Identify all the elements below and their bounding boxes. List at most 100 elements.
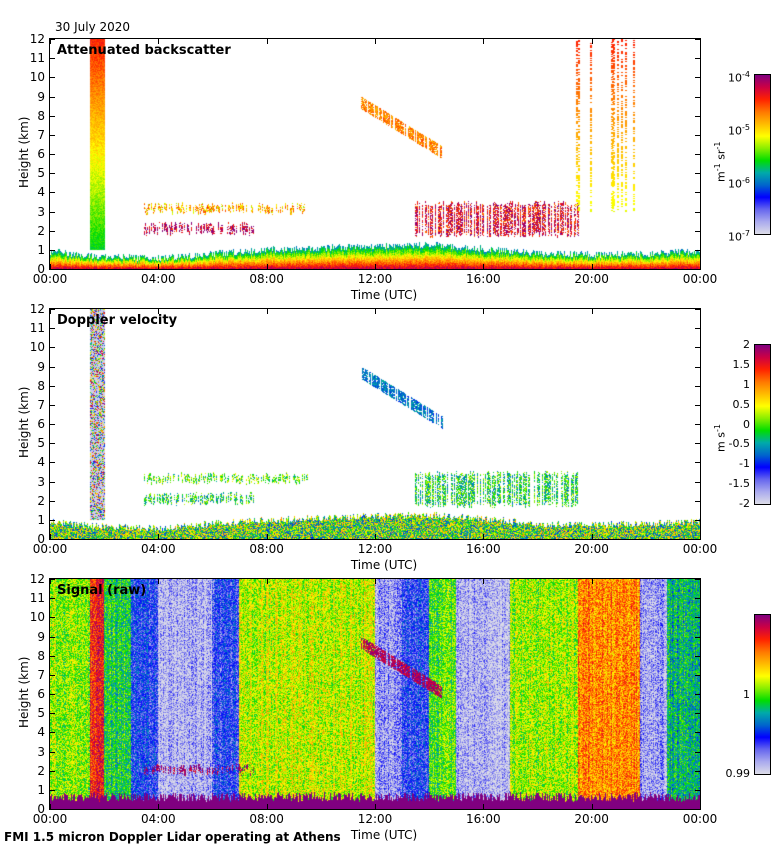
y-tick-label: 5: [37, 166, 45, 181]
y-tick-mark: [695, 230, 700, 232]
y-tick-mark: [50, 809, 55, 810]
y-tick-mark: [695, 154, 700, 155]
x-tick-mark: [483, 579, 485, 584]
y-tick-mark: [50, 519, 55, 521]
x-tick-mark: [483, 309, 485, 314]
colorbar-tick-label: -0.5: [728, 437, 750, 451]
y-tick-mark: [50, 404, 55, 406]
instrument-caption: FMI 1.5 micron Doppler Lidar operating a…: [4, 830, 341, 844]
y-tick-mark: [695, 385, 700, 387]
panel-title: Attenuated backscatter: [57, 43, 231, 58]
y-tick-mark: [50, 751, 55, 753]
x-tick-mark: [266, 309, 268, 314]
y-tick-label: 8: [37, 378, 45, 393]
x-tick-mark: [375, 39, 376, 44]
y-tick-mark: [695, 598, 700, 600]
y-tick-mark: [50, 309, 55, 310]
y-tick-label: 12: [29, 302, 45, 316]
y-tick-mark: [695, 366, 700, 368]
x-tick-label: 04:00: [141, 542, 176, 556]
colorbar-tick-label: -1: [739, 457, 750, 471]
y-tick-label: 3: [37, 204, 45, 219]
y-tick-mark: [695, 328, 700, 330]
signal-raw-heatmap: [50, 579, 700, 809]
x-tick-label: 20:00: [574, 812, 609, 826]
y-tick-mark: [50, 789, 55, 791]
y-tick-label: 3: [37, 474, 45, 489]
colorbar-tick-label: 10-7: [728, 229, 750, 244]
x-tick-label: 00:00: [682, 272, 718, 286]
y-tick-mark: [50, 500, 55, 502]
colorbar-tick-label: 1: [743, 687, 750, 701]
panel-title: Doppler velocity: [57, 313, 178, 328]
colorbar-tick-label: 0: [743, 417, 750, 431]
y-tick-mark: [50, 347, 55, 349]
backscatter-colorbar: [754, 74, 771, 235]
y-tick-mark: [50, 579, 55, 580]
y-tick-mark: [695, 655, 700, 657]
y-tick-label: 7: [37, 397, 45, 412]
y-tick-label: 2: [37, 763, 45, 778]
y-tick-mark: [50, 58, 55, 60]
x-tick-mark: [483, 534, 485, 539]
y-tick-mark: [695, 636, 700, 638]
x-tick-mark: [700, 309, 701, 314]
x-tick-mark: [591, 264, 593, 269]
x-tick-mark: [50, 264, 51, 269]
x-tick-mark: [700, 579, 701, 584]
y-tick-mark: [695, 424, 700, 425]
x-tick-label: 00:00: [682, 542, 718, 556]
colorbar-unit-label: m-1 sr-1: [713, 141, 728, 182]
y-tick-mark: [50, 655, 55, 657]
y-tick-label: 6: [37, 687, 45, 701]
y-tick-mark: [695, 115, 700, 117]
y-tick-mark: [695, 500, 700, 502]
x-tick-label: 12:00: [357, 812, 393, 826]
x-axis-label: Time (UTC): [350, 828, 418, 842]
x-tick-mark: [158, 534, 160, 539]
y-tick-mark: [695, 732, 700, 734]
y-axis-label: Height (km): [17, 386, 31, 458]
y-tick-mark: [50, 192, 55, 194]
y-tick-mark: [695, 404, 700, 406]
y-tick-mark: [695, 481, 700, 483]
x-tick-mark: [375, 534, 376, 539]
signal-raw-panel: Signal (raw): [49, 578, 701, 810]
x-tick-mark: [50, 534, 51, 539]
x-tick-mark: [483, 264, 485, 269]
x-tick-mark: [266, 804, 268, 809]
x-tick-mark: [591, 579, 593, 584]
y-tick-label: 8: [37, 648, 45, 663]
colorbar-tick-label: 1.5: [732, 357, 751, 371]
backscatter-heatmap: [50, 39, 700, 269]
y-tick-label: 8: [37, 108, 45, 123]
x-tick-mark: [700, 804, 701, 809]
x-tick-mark: [483, 804, 485, 809]
y-tick-mark: [50, 636, 55, 638]
x-tick-label: 00:00: [32, 812, 68, 826]
y-tick-mark: [695, 347, 700, 349]
x-tick-mark: [591, 804, 593, 809]
x-tick-mark: [266, 579, 268, 584]
y-tick-mark: [50, 732, 55, 734]
y-tick-mark: [50, 269, 55, 270]
x-tick-label: 08:00: [249, 542, 284, 556]
y-tick-mark: [695, 674, 700, 676]
y-tick-mark: [50, 462, 55, 464]
y-tick-label: 6: [37, 147, 45, 161]
y-tick-label: 3: [37, 744, 45, 759]
y-tick-label: 7: [37, 127, 45, 142]
y-tick-mark: [50, 443, 55, 445]
x-tick-label: 00:00: [32, 542, 68, 556]
x-tick-mark: [266, 264, 268, 269]
colorbar-tick-label: -1.5: [728, 477, 750, 491]
y-tick-mark: [695, 309, 700, 310]
velocity-colorbar: [754, 344, 771, 505]
y-tick-mark: [50, 249, 55, 251]
y-tick-mark: [695, 77, 700, 79]
y-tick-mark: [50, 481, 55, 483]
x-tick-mark: [158, 39, 160, 44]
doppler-velocity-panel: Doppler velocity: [49, 308, 701, 540]
y-tick-mark: [695, 39, 700, 40]
y-tick-mark: [50, 96, 55, 98]
